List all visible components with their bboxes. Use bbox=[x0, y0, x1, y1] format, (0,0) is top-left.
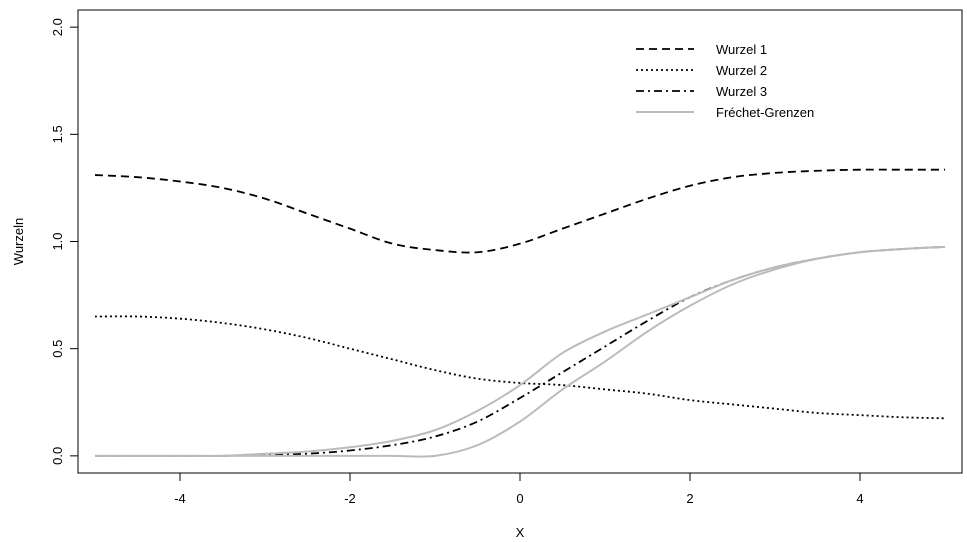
x-tick-label: 0 bbox=[516, 491, 523, 506]
y-tick-label: 1.5 bbox=[50, 125, 65, 143]
frechet-lower-bound-line bbox=[95, 245, 946, 458]
legend-label: Fréchet-Grenzen bbox=[716, 105, 814, 120]
y-tick-label: 1.0 bbox=[50, 232, 65, 250]
frechet-upper-bound-line bbox=[95, 245, 946, 458]
x-tick-label: -4 bbox=[174, 491, 186, 506]
series-line-2 bbox=[94, 315, 946, 420]
x-tick-label: 4 bbox=[856, 491, 863, 506]
legend-label: Wurzel 2 bbox=[716, 63, 767, 78]
y-tick-label: 0.0 bbox=[50, 447, 65, 465]
x-tick-label: -2 bbox=[344, 491, 356, 506]
series-line-1 bbox=[94, 168, 945, 254]
legend-label: Wurzel 3 bbox=[716, 84, 767, 99]
y-tick-label: 2.0 bbox=[50, 18, 65, 36]
legend-label: Wurzel 1 bbox=[716, 42, 767, 57]
series-line-3 bbox=[95, 245, 946, 457]
plot-layer: -4 -2 0 2 4 0.0 0.5 1.0 1.5 2.0 X Wurzeln Wurzel 1 Wu… bbox=[11, 9, 963, 540]
plot-frame bbox=[77, 9, 963, 474]
y-tick-label: 0.5 bbox=[50, 340, 65, 358]
x-tick-label: 2 bbox=[686, 491, 693, 506]
x-axis-label: X bbox=[516, 525, 525, 540]
y-axis-label: Wurzeln bbox=[11, 218, 26, 265]
